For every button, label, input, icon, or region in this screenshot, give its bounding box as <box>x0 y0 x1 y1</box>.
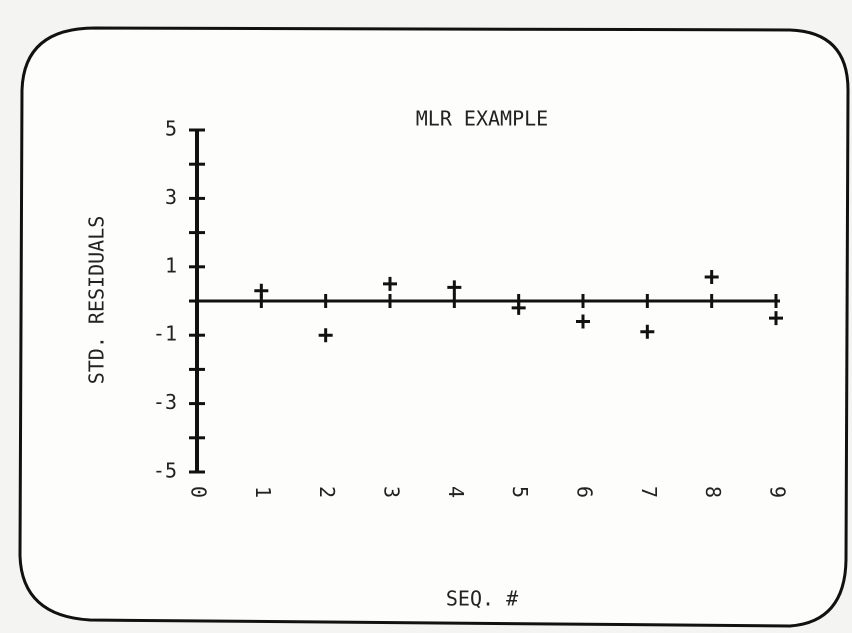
x-tick-label: 2 <box>315 486 339 498</box>
y-tick-label: -1 <box>153 322 177 346</box>
x-axis-label: SEQ. # <box>446 587 518 611</box>
y-tick-label: -3 <box>153 390 177 414</box>
y-tick-label: 3 <box>165 185 177 209</box>
x-tick-label: 0 <box>187 486 211 498</box>
chart-title: MLR EXAMPLE <box>416 107 548 131</box>
y-axis-label: STD. RESIDUALS <box>85 216 109 385</box>
y-tick-label: -5 <box>153 459 177 483</box>
chart: MLR EXAMPLE SEQ. # STD. RESIDUALS -5 -3 -1… <box>0 0 852 633</box>
y-tick-label: 5 <box>165 117 177 141</box>
x-tick-label: 9 <box>766 486 790 498</box>
x-tick-label: 8 <box>701 486 725 498</box>
x-tick-label: 1 <box>251 486 275 498</box>
y-tick-label: 1 <box>165 253 177 277</box>
x-tick-label: 4 <box>444 486 468 498</box>
x-tick-label: 3 <box>380 486 404 498</box>
x-tick-label: 6 <box>573 486 597 498</box>
x-tick-label: 7 <box>637 486 661 498</box>
x-tick-label: 5 <box>508 486 532 498</box>
page: MLR EXAMPLE SEQ. # STD. RESIDUALS -5 -3 -1… <box>0 0 852 633</box>
